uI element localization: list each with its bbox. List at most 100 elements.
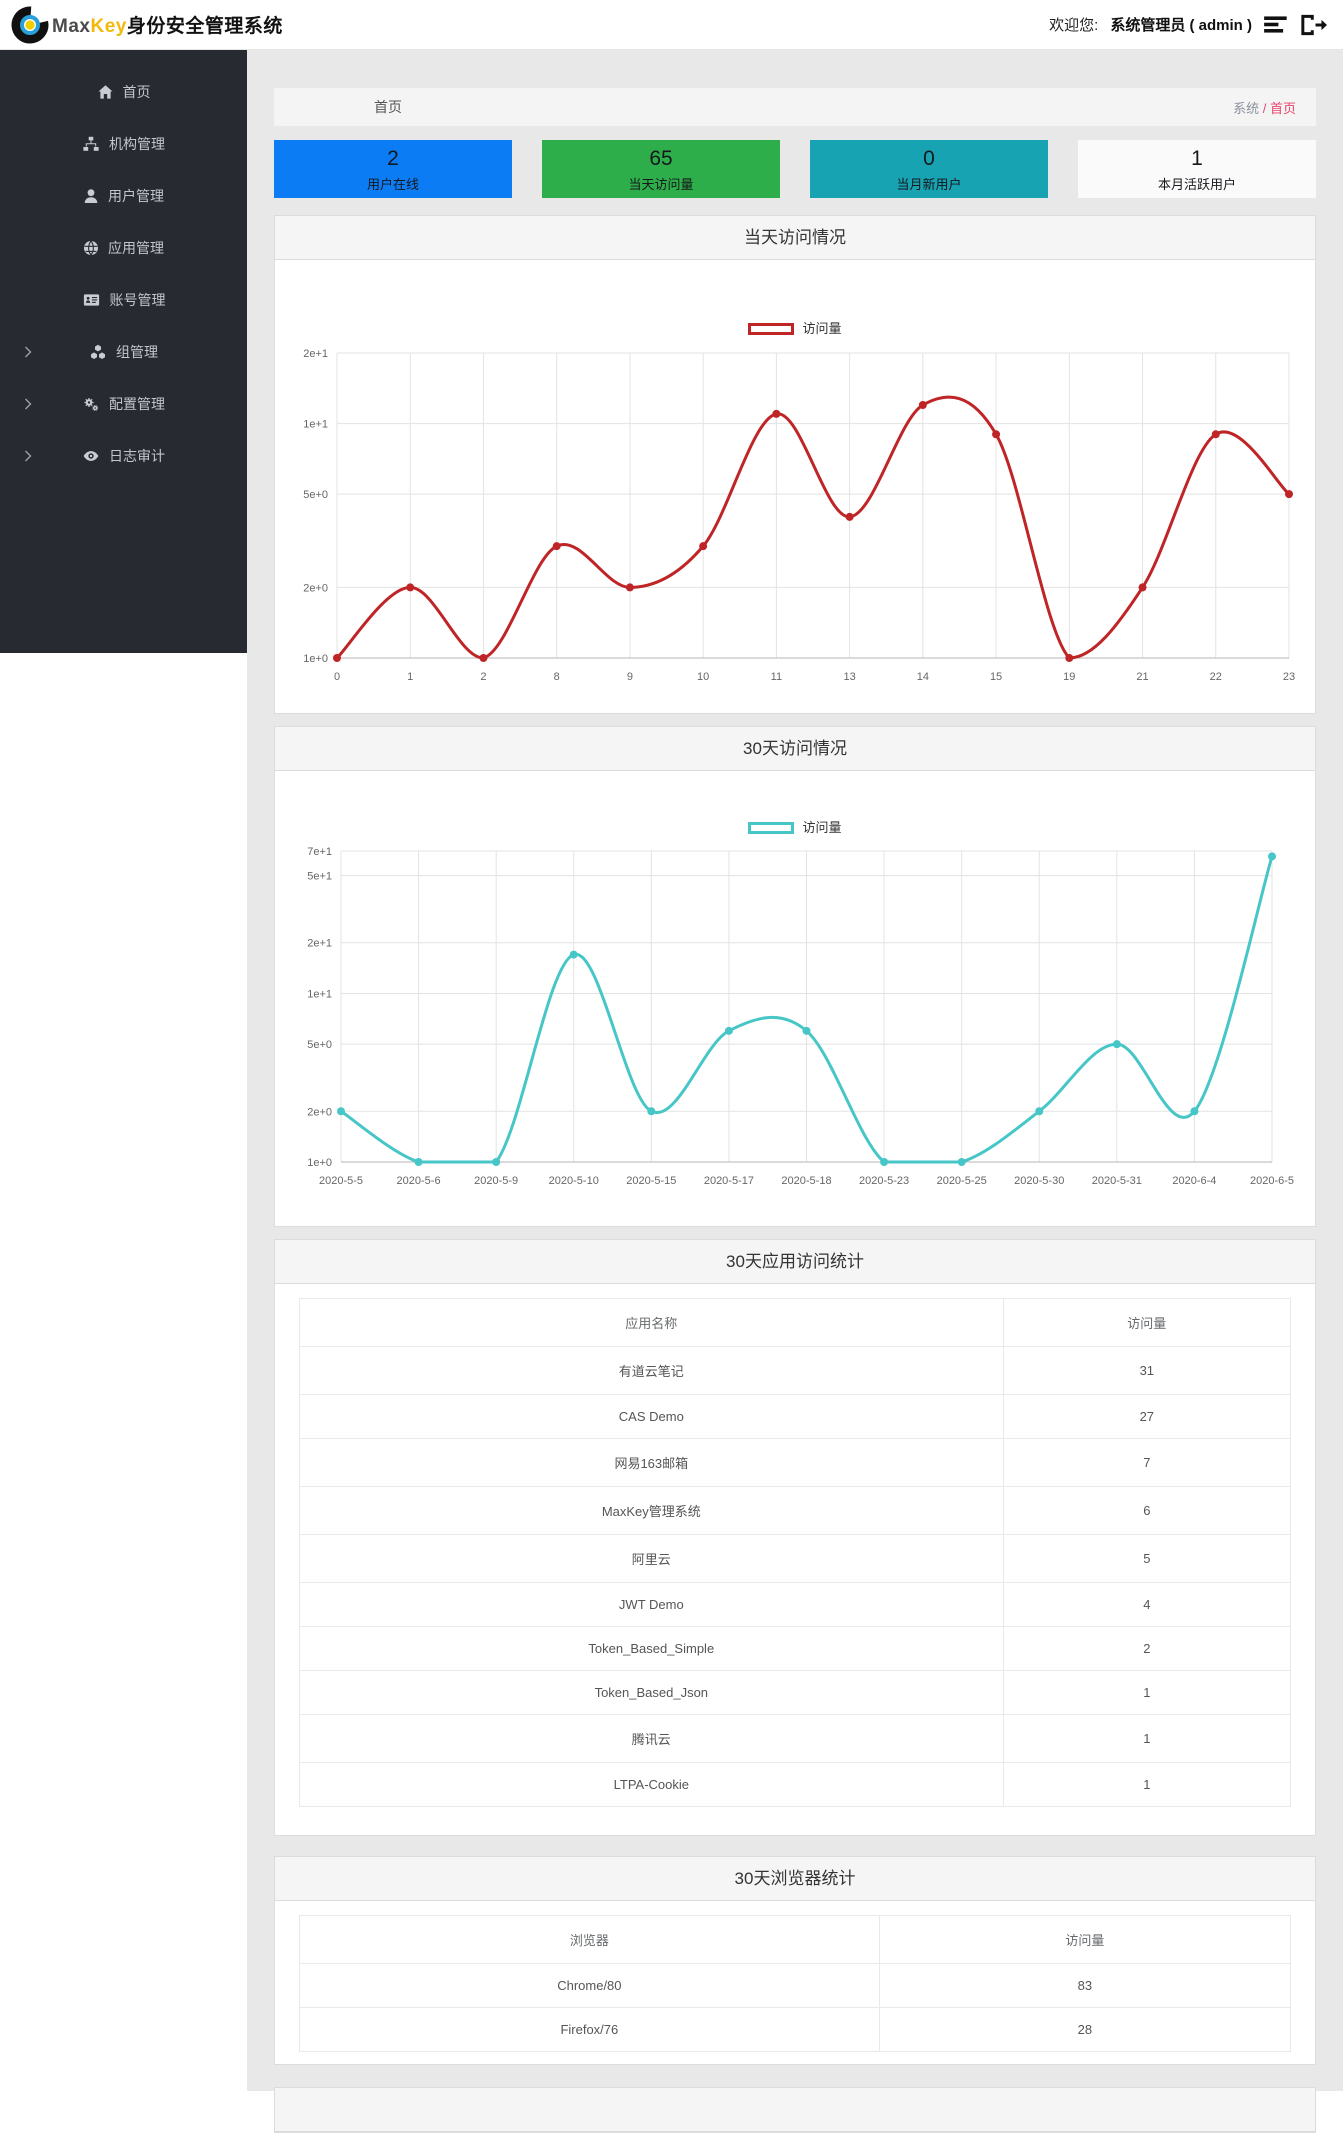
menu-list-icon[interactable] <box>1264 15 1288 34</box>
data-table: 浏览器 访问量 Chrome/80 83 Firefox/76 28 <box>299 1915 1292 2052</box>
stat-value: 65 <box>649 146 673 170</box>
header-right: 欢迎您: 系统管理员 ( admin ) <box>1049 14 1343 36</box>
column-header: 访问量 <box>878 1915 1292 1964</box>
svg-text:2: 2 <box>480 671 486 683</box>
table-cell: 4 <box>1002 1582 1292 1627</box>
table-cell: 7 <box>1002 1438 1292 1487</box>
sitemap-icon <box>82 136 100 152</box>
stat-card-online-users: 2 用户在线 <box>274 140 512 198</box>
legend-label: 访问量 <box>802 321 842 336</box>
svg-text:21: 21 <box>1136 671 1148 683</box>
sidebar-item-group[interactable]: 组管理 <box>0 326 247 378</box>
svg-text:2020-5-25: 2020-5-25 <box>937 1175 987 1187</box>
stat-value: 2 <box>387 146 399 170</box>
svg-text:22: 22 <box>1210 671 1222 683</box>
svg-text:5e+0: 5e+0 <box>307 1039 332 1051</box>
main-content: 首页 系统 / 首页 2 用户在线 65 当天访问量 0 当月新用户 1 本月活跃用户 当天访… <box>247 50 1343 2133</box>
table-row: 有道云笔记 31 <box>299 1346 1292 1395</box>
sidebar-item-config[interactable]: 配置管理 <box>0 378 247 430</box>
table-cell: 腾讯云 <box>299 1714 1004 1763</box>
sidebar-item-label: 账号管理 <box>109 292 166 308</box>
table-row: 网易163邮箱 7 <box>299 1438 1292 1487</box>
stat-label: 当月新用户 <box>896 176 962 192</box>
svg-text:2e+0: 2e+0 <box>303 582 328 594</box>
stat-card-today-visits: 65 当天访问量 <box>542 140 780 198</box>
page-title: 首页 <box>374 99 402 115</box>
daily-visits-body: 访问量 2e+1 1e+1 5e+0 2e+0 1e+0 0 1 2 8 9 10 11 13 14 15 1… <box>275 260 1315 713</box>
breadcrumb: 首页 系统 / 首页 <box>274 88 1316 126</box>
brand: MaxKey身份安全管理系统 <box>0 5 283 45</box>
cogs-icon <box>82 396 100 412</box>
sidebar-item-org[interactable]: 机构管理 <box>0 118 247 170</box>
legend-visits[interactable]: 访问量 <box>275 819 1315 839</box>
table-cell: 1 <box>1002 1714 1292 1763</box>
app-title-max: Max <box>52 16 91 37</box>
table-cell: MaxKey管理系统 <box>299 1486 1004 1535</box>
monthly-visits-panel: 30天访问情况 访问量 7e+1 5e+1 2e+1 1e+1 5e+0 2e+0 1e+0… <box>274 726 1316 1227</box>
svg-text:2020-5-5: 2020-5-5 <box>319 1175 363 1187</box>
sidebar-item-user[interactable]: 用户管理 <box>0 170 247 222</box>
table-row: 腾讯云 1 <box>299 1714 1292 1763</box>
welcome-label: 欢迎您: <box>1049 17 1099 34</box>
logout-icon[interactable] <box>1300 14 1327 36</box>
table-row: MaxKey管理系统 6 <box>299 1486 1292 1535</box>
svg-text:2e+0: 2e+0 <box>307 1106 332 1118</box>
legend-marker-icon <box>748 822 795 834</box>
chevron-right-icon <box>24 450 32 462</box>
table-header-row: 应用名称 访问量 <box>299 1298 1292 1347</box>
column-header: 访问量 <box>1002 1298 1292 1347</box>
sidebar-item-label: 日志审计 <box>109 448 165 464</box>
user-icon <box>83 188 99 204</box>
svg-text:2020-5-18: 2020-5-18 <box>781 1175 831 1187</box>
svg-text:5e+1: 5e+1 <box>307 871 332 883</box>
svg-text:23: 23 <box>1283 671 1295 683</box>
table-cell: Chrome/80 <box>299 1963 880 2008</box>
table-header-row: 浏览器 访问量 <box>299 1915 1292 1964</box>
table-cell: 2 <box>1002 1626 1292 1671</box>
breadcrumb-link-system[interactable]: 系统 <box>1233 100 1260 116</box>
svg-text:2020-6-4: 2020-6-4 <box>1172 1175 1216 1187</box>
sidebar-item-app[interactable]: 应用管理 <box>0 222 247 274</box>
sidebar-item-label: 应用管理 <box>108 240 164 256</box>
table-cell: 6 <box>1002 1486 1292 1535</box>
breadcrumb-separator: / <box>1259 100 1270 116</box>
svg-text:0: 0 <box>334 671 340 683</box>
eye-icon <box>82 448 100 464</box>
app-title-suffix: 身份安全管理系统 <box>126 16 283 37</box>
sidebar-item-home[interactable]: 首页 <box>0 66 247 118</box>
current-user: 系统管理员 ( admin ) <box>1110 17 1252 34</box>
legend-visits[interactable]: 访问量 <box>275 320 1315 340</box>
chevron-right-icon <box>24 346 32 358</box>
stat-value: 1 <box>1191 146 1203 170</box>
sidebar-item-account[interactable]: 账号管理 <box>0 274 247 326</box>
table-cell: 有道云笔记 <box>299 1346 1004 1395</box>
app-visits-title: 30天应用访问统计 <box>275 1240 1315 1284</box>
table-cell: 31 <box>1002 1346 1292 1395</box>
app-title: MaxKey身份安全管理系统 <box>52 11 283 38</box>
home-icon <box>97 84 114 100</box>
table-row: Token_Based_Simple 2 <box>299 1626 1292 1671</box>
table-cell: LTPA-Cookie <box>299 1762 1004 1807</box>
stat-card-active-users-month: 1 本月活跃用户 <box>1078 140 1316 198</box>
table-row: CAS Demo 27 <box>299 1394 1292 1439</box>
svg-text:2e+1: 2e+1 <box>303 348 328 360</box>
column-header: 应用名称 <box>299 1298 1004 1347</box>
table-cell: CAS Demo <box>299 1394 1004 1439</box>
breadcrumb-link-home[interactable]: 首页 <box>1269 100 1296 116</box>
svg-text:2e+1: 2e+1 <box>307 938 332 950</box>
table-row: 阿里云 5 <box>299 1534 1292 1583</box>
sidebar: 首页机构管理 用户管理应用管理账号管理组管理 配置管理日志审计 <box>0 50 247 653</box>
partial-panel <box>274 2087 1316 2133</box>
svg-text:1e+0: 1e+0 <box>307 1157 332 1169</box>
table-cell: 1 <box>1002 1762 1292 1807</box>
table-cell: 网易163邮箱 <box>299 1438 1004 1487</box>
sidebar-item-label: 首页 <box>122 84 151 100</box>
svg-text:1e+1: 1e+1 <box>307 988 332 1000</box>
svg-text:13: 13 <box>843 671 855 683</box>
table-cell: Token_Based_Simple <box>299 1626 1004 1671</box>
table-row: Chrome/80 83 <box>299 1963 1292 2008</box>
stat-label: 用户在线 <box>366 176 419 192</box>
app-visits-table: 应用名称 访问量 有道云笔记 31 CAS Demo 27 网易163邮箱 7 MaxKey管理… <box>275 1284 1315 1835</box>
sidebar-item-audit[interactable]: 日志审计 <box>0 430 247 482</box>
app-header: MaxKey身份安全管理系统 欢迎您: 系统管理员 ( admin ) <box>0 0 1343 50</box>
